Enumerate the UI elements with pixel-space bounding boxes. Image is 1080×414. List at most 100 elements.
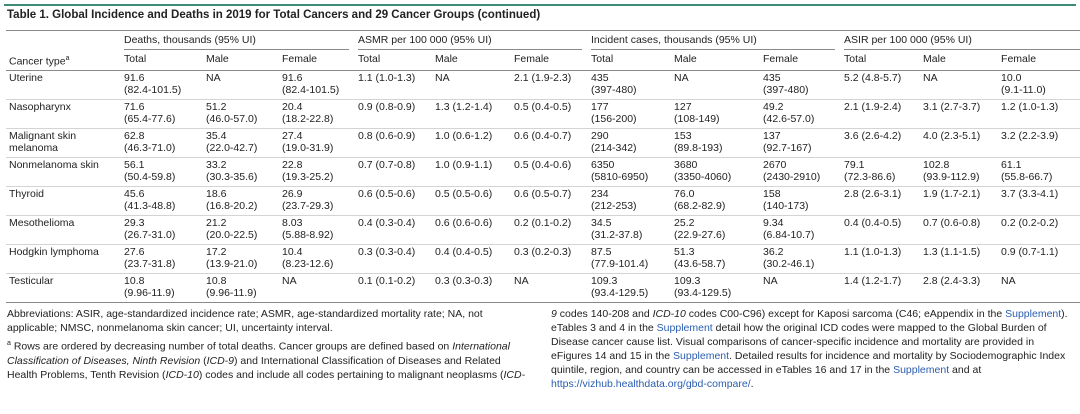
- table-cell: 1.0 (0.9-1.1): [432, 157, 511, 187]
- table-cell: 177 (156-200): [588, 99, 672, 129]
- note-text: International Classification of Diseases…: [7, 340, 510, 367]
- table-cell: 18.6 (16.8-20.2): [203, 186, 279, 216]
- column-header: Female: [511, 49, 589, 71]
- table-cell: 137 (92.7-167): [760, 128, 842, 158]
- note-text: detail how the original ICD codes were m…: [551, 322, 1047, 362]
- table-cell: 127 (108-149): [671, 99, 761, 129]
- table-cell: 0.1 (0.1-0.2): [355, 273, 432, 303]
- table-cell: 0.5 (0.4-0.5): [511, 99, 589, 129]
- cancer-type: Uterine: [6, 70, 121, 100]
- table-row: Uterine 91.6 (82.4-101.5) NA 91.6 (82.4-101…: [6, 70, 1080, 100]
- column-header: Total: [588, 49, 672, 71]
- corner-label: Cancer type: [9, 55, 66, 67]
- group-header: Incident cases, thousands (95% UI): [588, 30, 842, 50]
- table-cell: 1.0 (0.6-1.2): [432, 128, 511, 158]
- note-text: ) codes and include all codes pertaining…: [198, 368, 504, 381]
- table-cell: 234 (212-253): [588, 186, 672, 216]
- column-header: Male: [671, 49, 761, 71]
- note-text: (: [159, 368, 166, 381]
- table-cell: 36.2 (30.2-46.1): [760, 244, 842, 274]
- table-cell: 3.1 (2.7-3.7): [920, 99, 999, 129]
- link[interactable]: Supplement: [656, 322, 713, 334]
- table-title: Table 1. Global Incidence and Deaths in …: [7, 9, 541, 21]
- group-header: ASMR per 100 000 (95% UI): [355, 30, 589, 50]
- table-row: Testicular 10.8 (9.96-11.9) 10.8 (9.96-11.…: [6, 273, 1080, 303]
- note-text: ICD-9: [503, 308, 557, 381]
- cancer-type: Malignant skin melanoma: [6, 128, 121, 158]
- table-row: Mesothelioma 29.3 (26.7-31.0) 21.2 (20.0-2…: [6, 215, 1080, 245]
- footnotes: Abbreviations: ASIR, age-standardized in…: [7, 307, 1073, 391]
- table-cell: 435 (397-480): [588, 70, 672, 100]
- note-text: . Detailed results for incidence and mor…: [551, 350, 1066, 376]
- note-text: codes C00-C96) except for Kaposi sarcoma…: [685, 308, 1006, 320]
- table-cell: 0.7 (0.7-0.8): [355, 157, 432, 187]
- table-cell: 1.1 (1.0-1.3): [355, 70, 432, 100]
- table-cell: NA: [279, 273, 355, 303]
- table-cell: 76.0 (68.2-82.9): [671, 186, 761, 216]
- table-cell: 0.3 (0.3-0.3): [432, 273, 511, 303]
- cancer-type: Hodgkin lymphoma: [6, 244, 121, 274]
- note-text: Rows are ordered by decreasing number of…: [10, 340, 453, 353]
- table-cell: 1.9 (1.7-2.1): [920, 186, 999, 216]
- table-cell: 0.2 (0.1-0.2): [511, 215, 589, 245]
- table-cell: 109.3 (93.4-129.5): [671, 273, 761, 303]
- table-cell: 87.5 (77.9-101.4): [588, 244, 672, 274]
- table-cell: 0.9 (0.8-0.9): [355, 99, 432, 129]
- table-cell: 3680 (3350-4060): [671, 157, 761, 187]
- table-cell: 22.8 (19.3-25.2): [279, 157, 355, 187]
- footnote-a: a Rows are ordered by decreasing number …: [7, 307, 1073, 391]
- table-cell: 4.0 (2.3-5.1): [920, 128, 999, 158]
- table-cell: 91.6 (82.4-101.5): [121, 70, 203, 100]
- table-row: Hodgkin lymphoma 27.6 (23.7-31.8) 17.2 (13…: [6, 244, 1080, 274]
- footnote-marker: a: [7, 340, 11, 347]
- table-cell: 49.2 (42.6-57.0): [760, 99, 842, 129]
- table-cell: 91.6 (82.4-101.5): [279, 70, 355, 100]
- link[interactable]: Supplement: [673, 350, 730, 362]
- group-header-row: Deaths, thousands (95% UI) ASMR per 100 0…: [6, 30, 1080, 50]
- note-text: ). eTables 3 and 4 in the: [551, 308, 1068, 334]
- note-text: .: [750, 378, 754, 390]
- table-cell: 0.5 (0.5-0.6): [432, 186, 511, 216]
- table-cell: 56.1 (50.4-59.8): [121, 157, 203, 187]
- table-cell: NA: [671, 70, 761, 100]
- corner-cell: [6, 30, 121, 50]
- table-cell: 3.6 (2.6-4.2): [841, 128, 921, 158]
- table-cell: 1.4 (1.2-1.7): [841, 273, 921, 303]
- note-text: ) and: [234, 354, 261, 367]
- link[interactable]: https://vizhub.healthdata.org/gbd-compar…: [551, 378, 751, 390]
- table-cell: 0.7 (0.6-0.8): [920, 215, 999, 245]
- table-cell: 10.8 (9.96-11.9): [203, 273, 279, 303]
- cancer-type: Mesothelioma: [6, 215, 121, 245]
- table-cell: NA: [760, 273, 842, 303]
- table-cell: NA: [998, 273, 1080, 303]
- table-cell: 62.8 (46.3-71.0): [121, 128, 203, 158]
- note-text: ICD-10: [652, 308, 686, 320]
- table-cell: 0.6 (0.4-0.7): [511, 128, 589, 158]
- table-row: Malignant skin melanoma 62.8 (46.3-71.0) 3…: [6, 128, 1080, 158]
- table-cell: 26.9 (23.7-29.3): [279, 186, 355, 216]
- table-cell: 0.8 (0.6-0.9): [355, 128, 432, 158]
- column-header: Male: [203, 49, 279, 71]
- table-cell: 0.2 (0.2-0.2): [998, 215, 1080, 245]
- cancer-type: Testicular: [6, 273, 121, 303]
- link[interactable]: Supplement: [893, 364, 950, 376]
- table-cell: 51.3 (43.6-58.7): [671, 244, 761, 274]
- abbreviations: Abbreviations: ASIR, age-standardized in…: [7, 308, 483, 334]
- table-cell: 20.4 (18.2-22.8): [279, 99, 355, 129]
- table-cell: 8.03 (5.88-8.92): [279, 215, 355, 245]
- corner-header: Cancer typea: [6, 49, 121, 71]
- table-cell: 0.9 (0.7-1.1): [998, 244, 1080, 274]
- table-row: Nonmelanoma skin 56.1 (50.4-59.8) 33.2 (30…: [6, 157, 1080, 187]
- table-cell: 1.3 (1.2-1.4): [432, 99, 511, 129]
- table-row: Thyroid 45.6 (41.3-48.8) 18.6 (16.8-20.2) 2…: [6, 186, 1080, 216]
- group-header: ASIR per 100 000 (95% UI): [841, 30, 1080, 50]
- table-cell: 158 (140-173): [760, 186, 842, 216]
- table-cell: NA: [920, 70, 999, 100]
- table-cell: 27.4 (19.0-31.9): [279, 128, 355, 158]
- note-text: (: [200, 354, 207, 367]
- table-cell: 2.8 (2.6-3.1): [841, 186, 921, 216]
- link[interactable]: Supplement: [1005, 308, 1062, 320]
- note-text: International Classification of Diseases…: [7, 354, 501, 381]
- group-label: Incident cases, thousands (95% UI): [591, 34, 836, 50]
- table-cell: 0.6 (0.6-0.6): [432, 215, 511, 245]
